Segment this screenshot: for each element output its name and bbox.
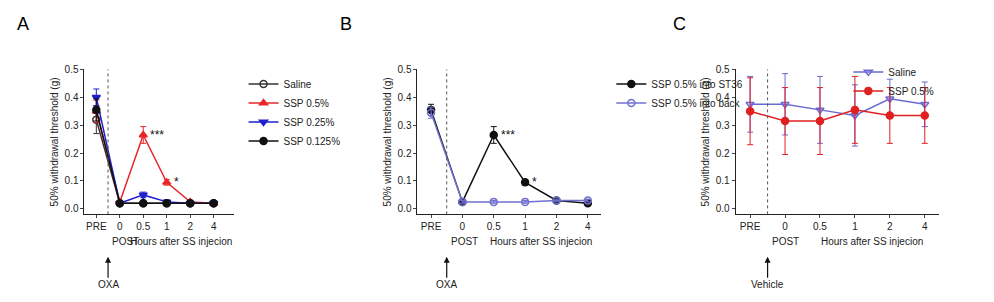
svg-text:0: 0: [117, 221, 123, 232]
svg-text:0.5: 0.5: [398, 64, 412, 75]
svg-text:0.0: 0.0: [65, 203, 79, 214]
svg-text:C: C: [673, 14, 686, 34]
svg-text:0.5: 0.5: [813, 221, 827, 232]
svg-text:0.2: 0.2: [65, 148, 79, 159]
svg-text:1: 1: [852, 221, 858, 232]
svg-text:0: 0: [460, 221, 466, 232]
svg-text:0.3: 0.3: [65, 120, 79, 131]
svg-text:4: 4: [585, 221, 591, 232]
svg-text:0.1: 0.1: [65, 175, 79, 186]
svg-text:0.5: 0.5: [65, 64, 79, 75]
svg-text:2: 2: [187, 221, 193, 232]
svg-text:*: *: [174, 175, 179, 189]
svg-text:Saline: Saline: [284, 79, 312, 90]
svg-text:0.1: 0.1: [398, 175, 412, 186]
svg-text:4: 4: [922, 221, 928, 232]
svg-text:0.2: 0.2: [398, 148, 412, 159]
svg-text:Hours after SS injecion: Hours after SS injecion: [130, 236, 232, 247]
svg-text:0.0: 0.0: [398, 203, 412, 214]
svg-text:50% withdrawal threshold (g): 50% withdrawal threshold (g): [49, 77, 60, 206]
svg-text:2: 2: [554, 221, 560, 232]
svg-text:Saline: Saline: [888, 67, 916, 78]
svg-text:OXA: OXA: [98, 279, 119, 290]
svg-text:POST: POST: [112, 236, 139, 247]
svg-text:PRE: PRE: [421, 221, 442, 232]
svg-text:A: A: [17, 14, 29, 34]
svg-text:OXA: OXA: [436, 279, 457, 290]
svg-text:*: *: [532, 175, 537, 189]
svg-text:SSP 0.5%: SSP 0.5%: [888, 86, 934, 97]
svg-text:50% withdrawal threshold (g): 50% withdrawal threshold (g): [382, 77, 393, 206]
svg-text:0.5: 0.5: [487, 221, 501, 232]
svg-text:SSP 0.25%: SSP 0.25%: [284, 117, 335, 128]
svg-text:PRE: PRE: [86, 221, 107, 232]
svg-text:0.4: 0.4: [65, 92, 79, 103]
svg-text:Hours after SS injecion: Hours after SS injecion: [490, 236, 592, 247]
svg-text:SSP 0.5%: SSP 0.5%: [284, 98, 330, 109]
svg-text:50% withdrawal threshold (g): 50% withdrawal threshold (g): [700, 77, 711, 206]
svg-text:0.2: 0.2: [716, 148, 730, 159]
svg-text:0.3: 0.3: [398, 120, 412, 131]
svg-text:2: 2: [887, 221, 893, 232]
svg-text:0.4: 0.4: [398, 92, 412, 103]
svg-text:SSP 0.125%: SSP 0.125%: [284, 136, 341, 147]
svg-text:0.1: 0.1: [716, 175, 730, 186]
svg-text:4: 4: [211, 221, 217, 232]
svg-text:POST: POST: [772, 236, 799, 247]
svg-text:0: 0: [782, 221, 788, 232]
svg-text:0.5: 0.5: [136, 221, 150, 232]
svg-text:0.5: 0.5: [716, 64, 730, 75]
svg-text:Vehicle: Vehicle: [751, 279, 784, 290]
svg-text:SSP 0.5% into back: SSP 0.5% into back: [651, 98, 740, 109]
svg-text:***: ***: [501, 128, 515, 142]
svg-text:1: 1: [164, 221, 170, 232]
svg-text:PRE: PRE: [740, 221, 761, 232]
svg-text:***: ***: [150, 128, 164, 142]
svg-text:POST: POST: [451, 236, 478, 247]
svg-text:Hours after SS injecion: Hours after SS injecion: [821, 236, 923, 247]
svg-text:1: 1: [522, 221, 528, 232]
svg-text:0.0: 0.0: [716, 203, 730, 214]
svg-text:SSP 0.5% into ST36: SSP 0.5% into ST36: [651, 79, 742, 90]
svg-text:B: B: [340, 14, 352, 34]
svg-text:0.3: 0.3: [716, 120, 730, 131]
